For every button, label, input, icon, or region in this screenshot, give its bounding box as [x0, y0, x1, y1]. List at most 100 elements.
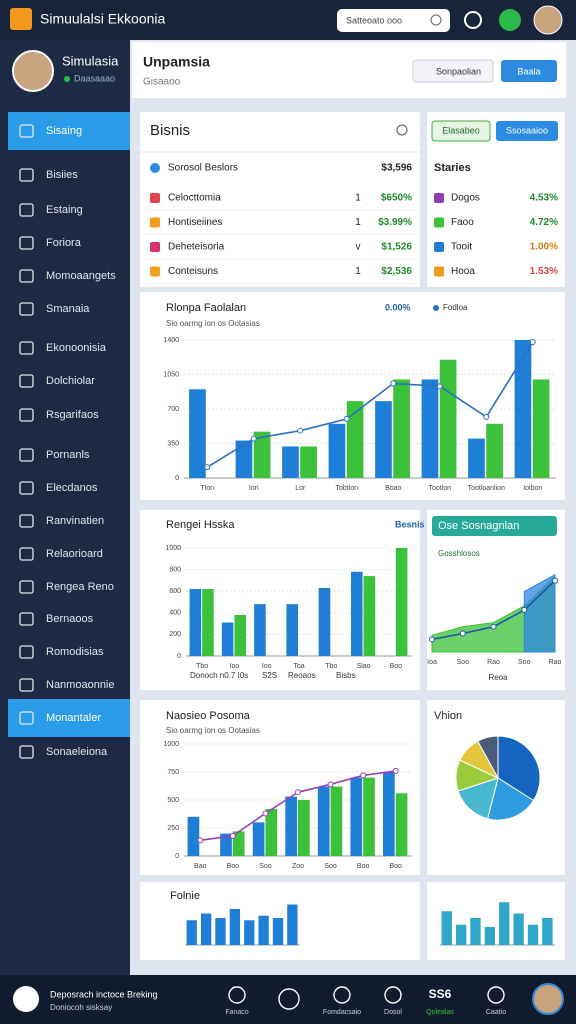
nav-icon[interactable] — [333, 986, 351, 1004]
bar — [455, 924, 467, 945]
footer-subtitle: Doniocoh sisksay — [50, 1003, 112, 1012]
menu-item[interactable]: Ranvinatien — [46, 515, 104, 527]
point — [390, 380, 397, 387]
menu-icon — [19, 341, 34, 355]
row-value: 1.53% — [530, 266, 558, 277]
x-tick-label: Ioo — [262, 663, 272, 670]
menu-item[interactable]: Pornanls — [46, 449, 90, 461]
footnote: S2S — [262, 671, 277, 680]
menu-item[interactable]: Nanmoaonnie — [46, 679, 115, 691]
y-tick-label: 750 — [167, 769, 179, 776]
menu-item[interactable]: Ekonoonisia — [46, 342, 107, 354]
menu-item[interactable]: Rengea Reno — [46, 581, 114, 593]
primary-button[interactable] — [501, 60, 557, 82]
x-tick-label: Bao — [194, 863, 207, 870]
bar — [298, 800, 310, 856]
bar — [235, 440, 253, 478]
footer-value: SS6 — [429, 987, 452, 1001]
x-tick-label: Ion — [249, 485, 259, 492]
nav-icon[interactable] — [278, 988, 300, 1010]
search-icon[interactable] — [396, 124, 408, 136]
menu-icon — [19, 302, 34, 316]
search-box[interactable] — [337, 9, 450, 32]
point — [490, 623, 497, 630]
x-tick-label: Boo — [390, 663, 403, 670]
bar — [272, 918, 284, 945]
search-button[interactable] — [412, 59, 494, 83]
point — [250, 435, 257, 442]
menu-item[interactable]: Bisiies — [46, 169, 78, 181]
menu-item[interactable]: Momoaangets — [46, 270, 116, 282]
bar — [441, 911, 452, 945]
menu-icon — [19, 448, 34, 462]
point — [552, 577, 558, 584]
menu-item[interactable]: Sisaing — [46, 125, 82, 137]
menu-item[interactable]: Elecdanos — [46, 482, 98, 494]
pie-slice — [486, 777, 535, 821]
footnote: Reoaos — [288, 671, 316, 680]
x-tick-label: Ioa — [427, 659, 437, 666]
bar — [285, 796, 297, 856]
status-icon[interactable] — [499, 9, 521, 31]
bar — [513, 913, 524, 945]
footer-title: Deposrach inctoce Breking — [50, 989, 158, 999]
nav-icon[interactable] — [384, 986, 402, 1004]
nav-label[interactable]: Fomdacsaio — [323, 1009, 361, 1016]
bar — [330, 786, 343, 856]
bar — [542, 918, 553, 945]
x-tick-label: Rao — [487, 659, 500, 666]
settings-icon[interactable] — [464, 11, 482, 29]
logo[interactable] — [10, 8, 32, 30]
row-value: 4.53% — [530, 193, 558, 204]
point — [436, 383, 443, 390]
menu-item[interactable]: Romodisias — [46, 646, 104, 658]
y-tick-label: 0 — [177, 653, 181, 660]
menu-item[interactable]: Bernaoos — [46, 613, 94, 625]
menu-icon — [19, 236, 34, 250]
menu-item[interactable]: Estaing — [46, 204, 83, 216]
x-tick-label: Boo — [357, 863, 370, 870]
legend-label: Fodloa — [443, 303, 468, 312]
menu-item[interactable]: Sonaeleiona — [46, 746, 108, 758]
point — [429, 636, 435, 643]
row-icon — [434, 242, 444, 252]
refresh-icon[interactable] — [13, 986, 39, 1012]
menu-item[interactable]: Smanaia — [46, 303, 90, 315]
nav-label[interactable]: Dosol — [384, 1009, 402, 1016]
chart-title: Rengei Hsska — [166, 519, 235, 531]
row-count: 1 — [355, 266, 361, 277]
bar — [363, 576, 376, 656]
menu-item[interactable]: Rsgarifaos — [46, 409, 99, 421]
nav-icon[interactable] — [228, 986, 246, 1004]
menu-item[interactable]: Dolchiolar — [46, 375, 95, 387]
nav-label[interactable]: Caatio — [486, 1009, 506, 1016]
x-tick-label: Tbo — [196, 663, 208, 670]
menu-item[interactable]: Relaorioard — [46, 548, 103, 560]
row-label: Deheteisoria — [168, 242, 225, 253]
point — [392, 767, 399, 774]
menu-item[interactable]: Monantaler — [46, 712, 101, 724]
point — [343, 415, 350, 422]
chart-subtitle: Sio oarmg ion os Ootasias — [166, 726, 260, 735]
bar — [363, 777, 375, 856]
row-count: 1 — [355, 193, 361, 204]
y-tick-label: 1000 — [163, 741, 179, 748]
menu-icon — [19, 745, 34, 759]
nav-icon[interactable] — [487, 986, 505, 1004]
status-dot — [64, 76, 70, 82]
avatar[interactable] — [532, 983, 564, 1015]
row-label: Hooa — [451, 266, 475, 277]
tab[interactable] — [496, 121, 558, 141]
avatar[interactable] — [533, 5, 563, 35]
profile-avatar[interactable] — [12, 50, 54, 92]
menu-item[interactable]: Foriora — [46, 237, 82, 249]
nav-label[interactable]: Fanaco — [225, 1009, 248, 1016]
tab[interactable] — [431, 120, 491, 142]
nav-label[interactable]: Qolealas — [426, 1009, 454, 1016]
row-value: $2,536 — [381, 266, 412, 277]
x-tick-label: Tootloanlion — [468, 485, 505, 492]
y-tick-label: 0 — [175, 853, 179, 860]
row-label: Faoo — [451, 217, 474, 228]
menu-icon — [19, 711, 34, 725]
y-tick-label: 1400 — [163, 337, 179, 344]
